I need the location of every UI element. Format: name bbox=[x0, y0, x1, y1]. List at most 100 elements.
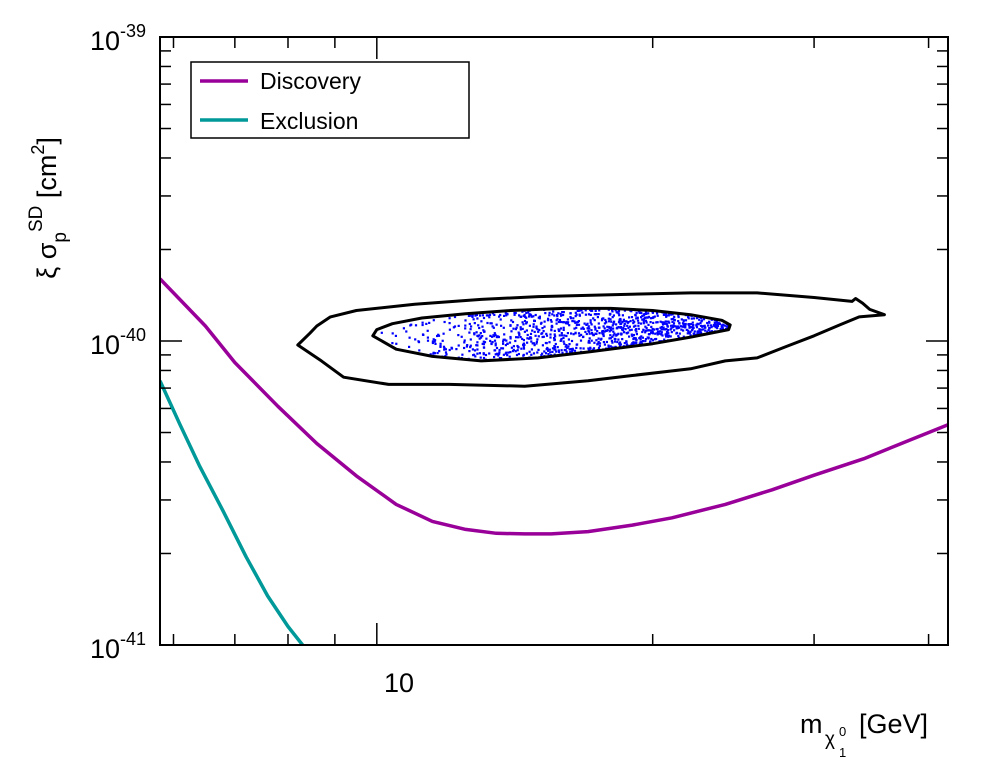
scatter-point bbox=[557, 320, 560, 324]
scatter-point bbox=[684, 322, 687, 326]
scatter-point bbox=[587, 348, 591, 351]
scatter-point bbox=[502, 340, 505, 343]
scatter-point bbox=[630, 316, 634, 319]
scatter-point bbox=[549, 351, 552, 354]
scatter-point bbox=[521, 337, 524, 340]
scatter-point bbox=[483, 330, 486, 333]
scatter-point bbox=[633, 320, 636, 323]
scatter-point bbox=[699, 330, 702, 333]
scatter-point bbox=[597, 340, 600, 344]
scatter-point bbox=[589, 308, 592, 312]
scatter-point bbox=[632, 325, 636, 328]
scatter-point bbox=[608, 313, 612, 316]
scatter-point bbox=[626, 324, 629, 327]
scatter-point bbox=[526, 337, 529, 340]
scatter-point bbox=[637, 321, 640, 324]
scatter-point bbox=[468, 322, 471, 326]
scatter-point bbox=[673, 329, 676, 332]
scatter-point bbox=[643, 316, 646, 320]
scatter-point bbox=[405, 330, 408, 333]
scatter-point bbox=[533, 330, 536, 333]
scatter-point bbox=[551, 313, 554, 316]
scatter-point bbox=[641, 318, 644, 321]
scatter-point bbox=[624, 328, 627, 331]
scatter-point bbox=[574, 331, 577, 334]
scatter-point bbox=[569, 317, 573, 320]
legend-box bbox=[190, 61, 470, 139]
scatter-point bbox=[610, 320, 613, 323]
scatter-point bbox=[642, 328, 645, 331]
scatter-point bbox=[495, 346, 499, 350]
scatter-point bbox=[606, 328, 609, 331]
scatter-point bbox=[602, 334, 605, 338]
scatter-point bbox=[471, 315, 474, 318]
scatter-point bbox=[501, 347, 505, 350]
scatter-point bbox=[545, 334, 549, 337]
scatter-point bbox=[597, 337, 600, 340]
scatter-point bbox=[680, 318, 683, 321]
scatter-point bbox=[672, 317, 675, 320]
scatter-point bbox=[543, 350, 546, 353]
scatter-point bbox=[491, 341, 494, 344]
scatter-point bbox=[530, 315, 533, 318]
scatter-point bbox=[544, 312, 547, 315]
scatter-point bbox=[664, 333, 667, 336]
scatter-point bbox=[707, 324, 710, 327]
scatter-point bbox=[589, 321, 592, 324]
scatter-point bbox=[494, 333, 497, 336]
scatter-point bbox=[556, 318, 559, 321]
scatter-series bbox=[380, 307, 731, 362]
scatter-point bbox=[425, 322, 428, 325]
scatter-point bbox=[474, 314, 477, 317]
scatter-point bbox=[546, 346, 549, 350]
scatter-point bbox=[548, 314, 551, 317]
scatter-point bbox=[617, 338, 620, 341]
scatter-point bbox=[523, 343, 526, 346]
scatter-point bbox=[665, 323, 668, 326]
scatter-point bbox=[568, 324, 571, 327]
scatter-point bbox=[570, 332, 573, 335]
scatter-point bbox=[528, 324, 531, 327]
scatter-point bbox=[551, 325, 554, 328]
scatter-point bbox=[601, 330, 604, 333]
scatter-point bbox=[665, 327, 668, 331]
scatter-point bbox=[588, 332, 591, 335]
scatter-point bbox=[621, 338, 624, 341]
scatter-point bbox=[535, 342, 538, 345]
scatter-point bbox=[557, 349, 560, 352]
scatter-point bbox=[593, 313, 596, 316]
scatter-point bbox=[470, 325, 473, 328]
scatter-point bbox=[479, 336, 483, 339]
scatter-point bbox=[656, 327, 659, 331]
scatter-point bbox=[659, 326, 662, 329]
scatter-point bbox=[599, 338, 602, 341]
scatter-point bbox=[547, 353, 550, 356]
scatter-point bbox=[469, 344, 472, 347]
scatter-point bbox=[482, 353, 485, 356]
scatter-point bbox=[708, 327, 711, 330]
scatter-point bbox=[673, 315, 676, 318]
scatter-point bbox=[639, 336, 642, 339]
scatter-point bbox=[408, 336, 411, 339]
scatter-point bbox=[549, 319, 552, 322]
scatter-point bbox=[563, 334, 566, 337]
scatter-point bbox=[602, 333, 605, 336]
scatter-point bbox=[432, 352, 435, 355]
scatter-point bbox=[528, 337, 531, 340]
scatter-point bbox=[596, 330, 599, 333]
scatter-point bbox=[660, 331, 663, 334]
scatter-point bbox=[489, 339, 492, 342]
scatter-point bbox=[562, 340, 565, 343]
scatter-point bbox=[489, 322, 492, 325]
scatter-point bbox=[512, 345, 515, 348]
scatter-point bbox=[623, 331, 626, 334]
scatter-point bbox=[560, 314, 563, 317]
scatter-point bbox=[525, 352, 528, 355]
scatter-point bbox=[602, 341, 605, 344]
scatter-point bbox=[476, 341, 479, 344]
scatter-point bbox=[521, 321, 524, 324]
scatter-point bbox=[595, 339, 598, 342]
scatter-point bbox=[562, 326, 565, 329]
scatter-point bbox=[703, 324, 706, 327]
